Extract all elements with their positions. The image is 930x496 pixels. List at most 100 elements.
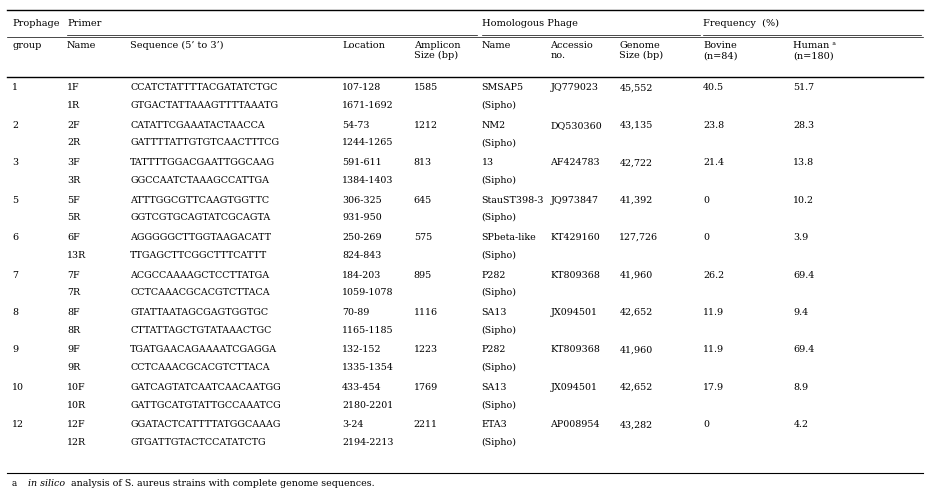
Text: 54-73: 54-73: [342, 121, 370, 130]
Text: 184-203: 184-203: [342, 271, 381, 280]
Text: ETA3: ETA3: [482, 421, 508, 430]
Text: 8: 8: [12, 308, 18, 317]
Text: 1116: 1116: [414, 308, 438, 317]
Text: CCTCAAACGCACGTCTTACA: CCTCAAACGCACGTCTTACA: [130, 288, 270, 297]
Text: GATTTTATTGTGTCAACTTTCG: GATTTTATTGTGTCAACTTTCG: [130, 138, 279, 147]
Text: SMSAP5: SMSAP5: [482, 83, 524, 92]
Text: 591-611: 591-611: [342, 158, 382, 167]
Text: 42,722: 42,722: [619, 158, 652, 167]
Text: NM2: NM2: [482, 121, 506, 130]
Text: 6: 6: [12, 233, 19, 242]
Text: 4.2: 4.2: [793, 421, 808, 430]
Text: 41,392: 41,392: [619, 196, 653, 205]
Text: 28.3: 28.3: [793, 121, 815, 130]
Text: JQ973847: JQ973847: [551, 196, 599, 205]
Text: 1335-1354: 1335-1354: [342, 363, 394, 372]
Text: 13: 13: [482, 158, 494, 167]
Text: (Sipho): (Sipho): [482, 325, 517, 335]
Text: 306-325: 306-325: [342, 196, 382, 205]
Text: 2F: 2F: [67, 121, 80, 130]
Text: 8.9: 8.9: [793, 383, 808, 392]
Text: 107-128: 107-128: [342, 83, 381, 92]
Text: 42,652: 42,652: [619, 383, 653, 392]
Text: 1059-1078: 1059-1078: [342, 288, 393, 297]
Text: (Sipho): (Sipho): [482, 213, 517, 222]
Text: GTGATTGTACTCCATATCTG: GTGATTGTACTCCATATCTG: [130, 438, 266, 447]
Text: 132-152: 132-152: [342, 345, 381, 355]
Text: 2194-2213: 2194-2213: [342, 438, 393, 447]
Text: 51.7: 51.7: [793, 83, 815, 92]
Text: JX094501: JX094501: [551, 308, 598, 317]
Text: CCATCTATTTTACGATATCTGC: CCATCTATTTTACGATATCTGC: [130, 83, 277, 92]
Text: 5F: 5F: [67, 196, 80, 205]
Text: 1212: 1212: [414, 121, 438, 130]
Text: SA13: SA13: [482, 308, 507, 317]
Text: StauST398-3: StauST398-3: [482, 196, 544, 205]
Text: 7: 7: [12, 271, 18, 280]
Text: 3F: 3F: [67, 158, 80, 167]
Text: 1: 1: [12, 83, 18, 92]
Text: Homologous Phage: Homologous Phage: [482, 19, 578, 28]
Text: 12: 12: [12, 421, 24, 430]
Text: Sequence (5’ to 3’): Sequence (5’ to 3’): [130, 41, 224, 50]
Text: analysis of S. aureus strains with complete genome sequences.: analysis of S. aureus strains with compl…: [71, 479, 374, 488]
Text: 2R: 2R: [67, 138, 80, 147]
Text: 17.9: 17.9: [703, 383, 724, 392]
Text: DQ530360: DQ530360: [551, 121, 603, 130]
Text: 6F: 6F: [67, 233, 80, 242]
Text: 43,135: 43,135: [619, 121, 653, 130]
Text: 5R: 5R: [67, 213, 80, 222]
Text: 11.9: 11.9: [703, 308, 724, 317]
Text: 5: 5: [12, 196, 19, 205]
Text: group: group: [12, 41, 42, 50]
Text: 931-950: 931-950: [342, 213, 382, 222]
Text: 575: 575: [414, 233, 432, 242]
Text: 1223: 1223: [414, 345, 438, 355]
Text: 7R: 7R: [67, 288, 80, 297]
Text: P282: P282: [482, 271, 506, 280]
Text: KT429160: KT429160: [551, 233, 600, 242]
Text: 13R: 13R: [67, 250, 86, 260]
Text: in silico: in silico: [25, 479, 65, 488]
Text: GGCCAATCTAAAGCCATTGA: GGCCAATCTAAAGCCATTGA: [130, 176, 269, 185]
Text: 21.4: 21.4: [703, 158, 724, 167]
Text: P282: P282: [482, 345, 506, 355]
Text: Bovine
(n=84): Bovine (n=84): [703, 41, 737, 60]
Text: 0: 0: [703, 196, 709, 205]
Text: a: a: [12, 479, 18, 488]
Text: Primer: Primer: [67, 19, 101, 28]
Text: 10.2: 10.2: [793, 196, 815, 205]
Text: Amplicon
Size (bp): Amplicon Size (bp): [414, 41, 460, 60]
Text: (Sipho): (Sipho): [482, 400, 517, 410]
Text: 9R: 9R: [67, 363, 80, 372]
Text: 13.8: 13.8: [793, 158, 815, 167]
Text: KT809368: KT809368: [551, 345, 601, 355]
Text: 10F: 10F: [67, 383, 86, 392]
Text: Location: Location: [342, 41, 385, 50]
Text: 3.9: 3.9: [793, 233, 808, 242]
Text: 8F: 8F: [67, 308, 80, 317]
Text: SA13: SA13: [482, 383, 507, 392]
Text: 70-89: 70-89: [342, 308, 369, 317]
Text: 0: 0: [703, 421, 709, 430]
Text: (Sipho): (Sipho): [482, 176, 517, 185]
Text: 433-454: 433-454: [342, 383, 382, 392]
Text: 9.4: 9.4: [793, 308, 808, 317]
Text: 40.5: 40.5: [703, 83, 724, 92]
Text: 41,960: 41,960: [619, 345, 653, 355]
Text: 23.8: 23.8: [703, 121, 724, 130]
Text: SPbeta-like: SPbeta-like: [482, 233, 537, 242]
Text: ATTTGGCGTTCAAGTGGTTC: ATTTGGCGTTCAAGTGGTTC: [130, 196, 270, 205]
Text: CTTATTAGCTGTATAAACTGC: CTTATTAGCTGTATAAACTGC: [130, 325, 272, 335]
Text: (Sipho): (Sipho): [482, 138, 517, 147]
Text: 41,960: 41,960: [619, 271, 653, 280]
Text: 2180-2201: 2180-2201: [342, 400, 393, 410]
Text: TTGAGCTTCGGCTTTCATTT: TTGAGCTTCGGCTTTCATTT: [130, 250, 268, 260]
Text: GATTGCATGTATTGCCAAATCG: GATTGCATGTATTGCCAAATCG: [130, 400, 281, 410]
Text: ACGCCAAAAGCTCCTTATGA: ACGCCAAAAGCTCCTTATGA: [130, 271, 270, 280]
Text: 1585: 1585: [414, 83, 438, 92]
Text: Frequency  (%): Frequency (%): [703, 19, 779, 28]
Text: 1769: 1769: [414, 383, 438, 392]
Text: AGGGGGCTTGGTAAGACATT: AGGGGGCTTGGTAAGACATT: [130, 233, 272, 242]
Text: 42,652: 42,652: [619, 308, 653, 317]
